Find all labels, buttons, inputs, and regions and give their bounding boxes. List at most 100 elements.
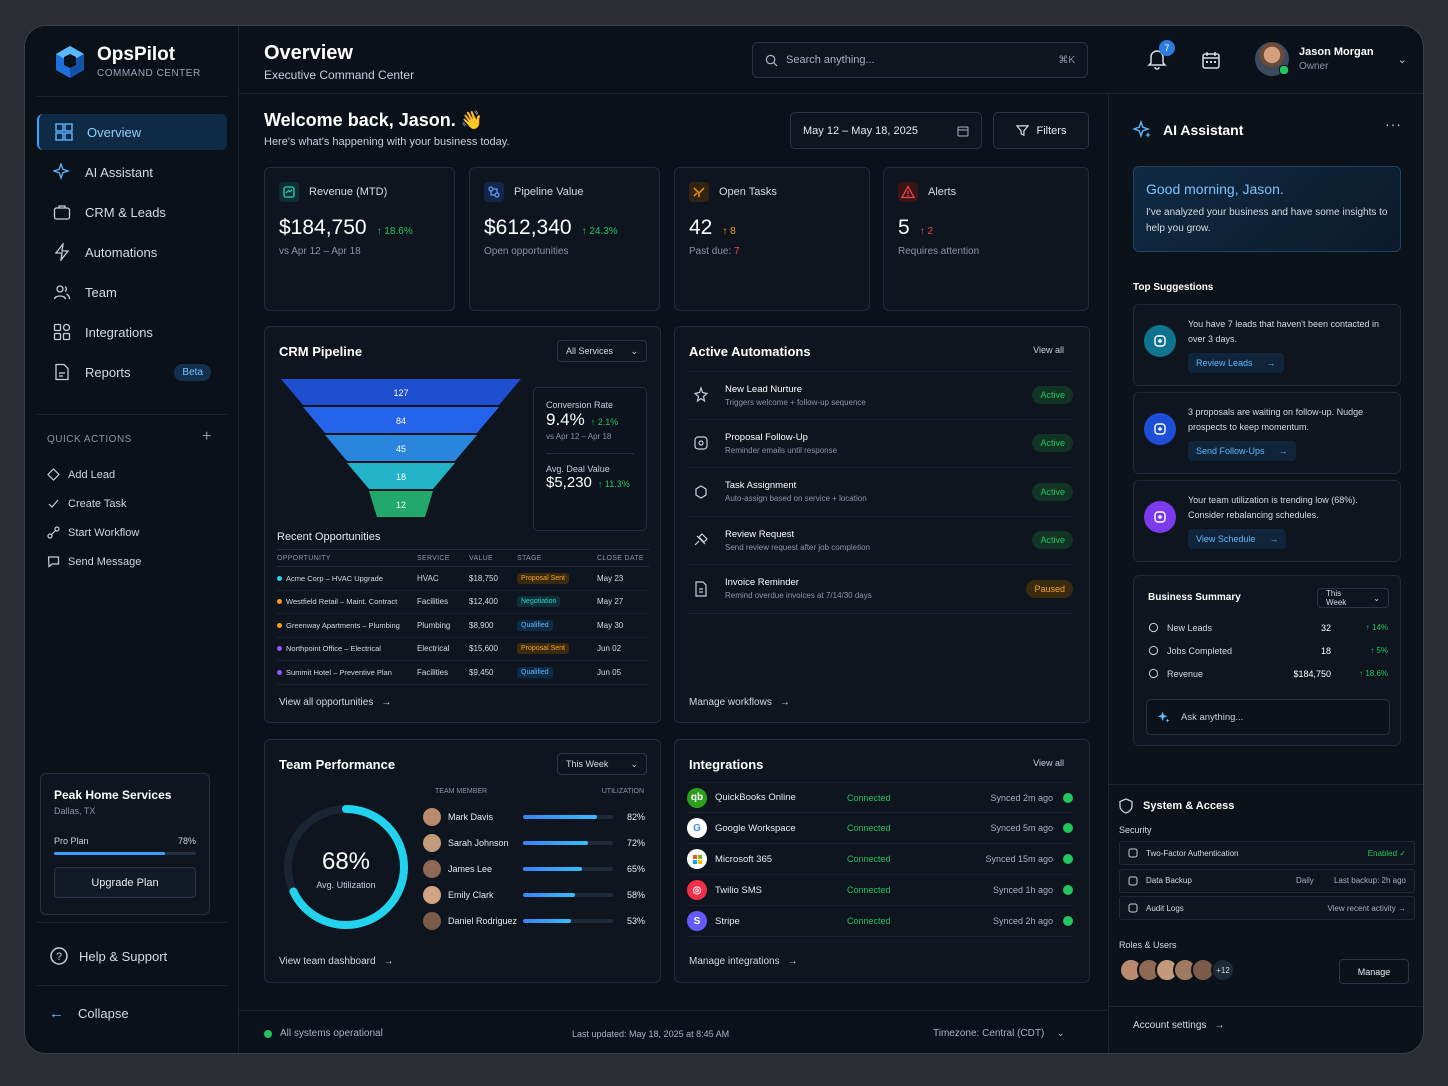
manage-workflows-link[interactable]: Manage workflows → [689, 697, 790, 708]
more-options-icon[interactable]: ··· [1385, 116, 1402, 132]
security-row[interactable]: Two-Factor Authentication Enabled ✓ [1119, 841, 1415, 865]
divider [1109, 1006, 1423, 1007]
table-row[interactable]: Summit Hotel – Preventive Plan Facilities… [277, 661, 649, 685]
page-title: Overview [264, 42, 353, 64]
sidebar-item-crm-leads[interactable]: CRM & Leads [37, 194, 227, 230]
automation-row[interactable]: Invoice Reminder Remind overdue invoices … [687, 565, 1073, 614]
manage-roles-button[interactable]: Manage [1339, 959, 1409, 984]
calendar-icon [1144, 501, 1176, 533]
funnel-stage[interactable] [303, 407, 499, 433]
funnel-stage[interactable] [347, 463, 455, 489]
kpi-card-pipeline-value[interactable]: Pipeline Value $612,340 ↑ 24.3% Open opport… [469, 167, 660, 311]
ask-anything-input[interactable]: Ask anything... [1146, 699, 1390, 735]
funnel-stage[interactable] [281, 379, 521, 405]
calendar-button[interactable] [1201, 50, 1221, 75]
funnel-stage[interactable] [369, 491, 433, 517]
business-summary-card: Business Summary This Week ⌄ New Leads 32 ↑… [1133, 575, 1401, 746]
briefcase-icon [53, 203, 71, 221]
filters-button[interactable]: Filters [993, 112, 1089, 149]
team-member-row[interactable]: Daniel Rodriguez 53% [423, 908, 645, 934]
timezone-select[interactable]: Timezone: Central (CDT) ⌄ [933, 1028, 1065, 1039]
integrations-view-all-link[interactable]: View all [1033, 758, 1064, 768]
automation-row[interactable]: Proposal Follow-Up Reminder emails until … [687, 420, 1073, 468]
opportunity-name: Westfield Retail – Maint. Contract [277, 597, 417, 606]
stripe-icon: S [687, 911, 707, 931]
summary-period-select[interactable]: This Week ⌄ [1317, 588, 1389, 608]
integration-sync-time: Synced 1h ago [992, 885, 1053, 895]
table-row[interactable]: Acme Corp – HVAC Upgrade HVAC $18,750 Propo… [277, 567, 649, 591]
suggestion-text: 3 proposals are waiting on follow-up. Nu… [1188, 407, 1364, 432]
date-range-picker[interactable]: May 12 – May 18, 2025 [790, 112, 982, 149]
column-header: SERVICE [417, 554, 450, 562]
sidebar-item-automations[interactable]: Automations [37, 234, 227, 270]
integration-row[interactable]: qb QuickBooks Online Connected Synced 2m ag… [687, 782, 1073, 813]
sidebar-item-reports[interactable]: Reports Beta [37, 354, 227, 390]
sidebar-item-label: Overview [87, 124, 142, 140]
logo-icon [56, 45, 84, 78]
automation-text: New Lead Nurture Triggers welcome + follo… [725, 384, 866, 407]
view-team-dashboard-label: View team dashboard [279, 956, 376, 967]
summary-delta: ↑ 18.6% [1359, 669, 1388, 678]
table-row[interactable]: Westfield Retail – Maint. Contract Facili… [277, 591, 649, 614]
team-member-row[interactable]: Emily Clark 58% [423, 882, 645, 908]
integration-row[interactable]: G Google Workspace Connected Synced 5m ago [687, 813, 1073, 844]
sidebar-item-team[interactable]: Team [37, 274, 227, 310]
automations-view-all-link[interactable]: View all [1033, 345, 1064, 355]
suggestion-action-button[interactable]: View Schedule → [1188, 529, 1287, 549]
add-quick-action-icon[interactable]: + [202, 428, 212, 445]
tasks-icon [689, 182, 709, 202]
account-settings-link[interactable]: Account settings → [1133, 1020, 1224, 1031]
team-member-row[interactable]: Mark Davis 82% [423, 804, 645, 830]
automation-row[interactable]: New Lead Nurture Triggers welcome + follo… [687, 371, 1073, 420]
kpi-card-alerts[interactable]: Alerts 5 ↑ 2 Requires attention [883, 167, 1089, 311]
quick-action-start-workflow[interactable]: Start Workflow [47, 518, 141, 547]
user-menu[interactable]: Jason Morgan Owner ⌄ [1255, 42, 1407, 76]
automation-text: Invoice Reminder Remind overdue invoices … [725, 577, 872, 600]
funnel-stage-count: 12 [396, 500, 406, 510]
quick-action-add-lead[interactable]: Add Lead [47, 460, 141, 489]
security-row[interactable]: Data Backup Daily Last backup: 2h ago [1119, 868, 1415, 893]
team-member-row[interactable]: James Lee 65% [423, 856, 645, 882]
search-input[interactable]: Search anything... ⌘K [752, 42, 1088, 78]
suggestion-action-button[interactable]: Send Follow-Ups → [1188, 441, 1296, 461]
table-row[interactable]: Greenway Apartments – Plumbing Plumbing $8… [277, 614, 649, 638]
pipeline-funnel: 127 84 45 18 12 [281, 379, 521, 517]
sidebar-item-integrations[interactable]: Integrations [37, 314, 227, 350]
integration-row[interactable]: ◎ Twilio SMS Connected Synced 1h ago [687, 875, 1073, 906]
funnel-stage[interactable] [325, 435, 477, 461]
help-support-link[interactable]: ? Help & Support [49, 946, 167, 966]
user-avatars[interactable]: +12 [1119, 958, 1235, 982]
integration-row[interactable]: Microsoft 365 Connected Synced 15m ago [687, 844, 1073, 875]
integration-name: Stripe [715, 915, 740, 927]
sidebar-item-overview[interactable]: Overview [37, 114, 227, 150]
kpi-card-revenue-mtd[interactable]: Revenue (MTD) $184,750 ↑ 18.6% vs Apr 12 – … [264, 167, 455, 311]
team-member-row[interactable]: Sarah Johnson 72% [423, 830, 645, 856]
kpi-card-open-tasks[interactable]: Open Tasks 42 ↑ 8 Past due: 7 [674, 167, 870, 311]
integration-row[interactable]: S Stripe Connected Synced 2h ago [687, 906, 1073, 937]
shield-icon [1119, 798, 1133, 814]
automation-row[interactable]: Task Assignment Auto-assign based on serv… [687, 468, 1073, 517]
quick-action-create-task[interactable]: Create Task [47, 489, 141, 518]
view-all-opportunities-link[interactable]: View all opportunities → [279, 697, 391, 708]
security-label: Two-Factor Authentication [1146, 848, 1239, 858]
team-period-select[interactable]: This Week ⌄ [557, 753, 647, 775]
brand-logo[interactable]: OpsPilot COMMAND CENTER [55, 44, 201, 79]
nurture-icon [687, 381, 715, 409]
security-label: Security [1119, 825, 1152, 835]
summary-delta: ↑ 5% [1370, 646, 1388, 655]
security-row[interactable]: Audit Logs View recent activity → [1119, 896, 1415, 920]
suggestion-action-button[interactable]: Review Leads → [1188, 353, 1284, 373]
quick-action-send-message[interactable]: Send Message [47, 547, 141, 576]
automation-title: Proposal Follow-Up [725, 431, 808, 443]
upgrade-plan-button[interactable]: Upgrade Plan [54, 867, 196, 898]
service-filter-select[interactable]: All Services ⌄ [557, 340, 647, 362]
table-row[interactable]: Northpoint Office – Electrical Electrical… [277, 638, 649, 661]
view-team-dashboard-link[interactable]: View team dashboard → [279, 956, 394, 967]
notifications-button[interactable]: 7 [1147, 40, 1175, 75]
kpi-sparkline [687, 262, 857, 296]
member-utilization: 72% [626, 838, 645, 848]
sidebar-item-ai-assistant[interactable]: AI Assistant [37, 154, 227, 190]
automation-row[interactable]: Review Request Send review request after … [687, 517, 1073, 565]
collapse-button[interactable]: ← Collapse [49, 1005, 129, 1022]
manage-integrations-link[interactable]: Manage integrations → [689, 956, 798, 967]
